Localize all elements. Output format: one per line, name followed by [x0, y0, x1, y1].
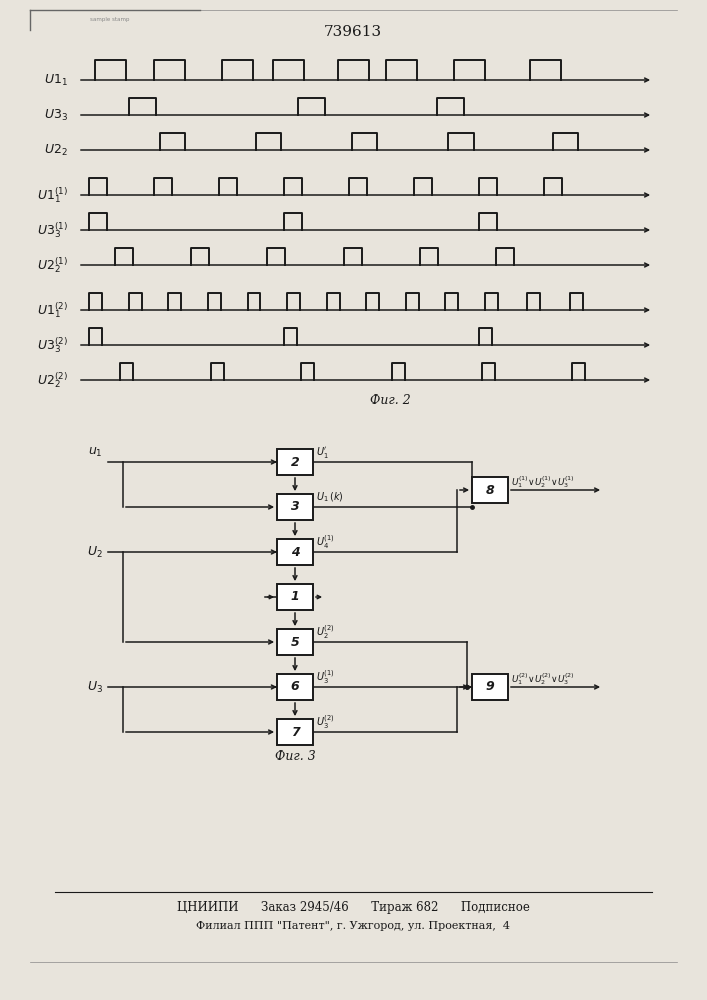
Text: Фиг. 3: Фиг. 3	[274, 750, 315, 764]
Text: 3: 3	[291, 500, 299, 514]
Text: 7: 7	[291, 726, 299, 738]
Text: $u_1$: $u_1$	[88, 446, 103, 459]
Text: Фиг. 2: Фиг. 2	[370, 393, 411, 406]
Text: 1: 1	[291, 590, 299, 603]
Text: $U3_3$: $U3_3$	[44, 107, 68, 123]
Text: $U2_2$: $U2_2$	[44, 142, 68, 158]
Text: $U_1^{(1)}{\vee}U_2^{(1)}{\vee}U_3^{(1)}$: $U_1^{(1)}{\vee}U_2^{(1)}{\vee}U_3^{(1)}…	[511, 474, 575, 490]
FancyBboxPatch shape	[277, 584, 313, 610]
FancyBboxPatch shape	[277, 719, 313, 745]
Text: $U_3^{(1)}$: $U_3^{(1)}$	[316, 668, 335, 686]
Text: $U_2$: $U_2$	[87, 544, 103, 560]
Text: $U_1^{\prime}$: $U_1^{\prime}$	[316, 444, 329, 460]
Text: 5: 5	[291, 636, 299, 648]
Text: $U1_1^{(2)}$: $U1_1^{(2)}$	[37, 300, 68, 320]
FancyBboxPatch shape	[472, 477, 508, 503]
Text: 739613: 739613	[324, 25, 382, 39]
Text: $U_1\,(k)$: $U_1\,(k)$	[316, 490, 344, 504]
FancyBboxPatch shape	[277, 494, 313, 520]
Text: 4: 4	[291, 546, 299, 558]
Text: $U_4^{(1)}$: $U_4^{(1)}$	[316, 533, 335, 551]
Text: Филиал ППП "Патент", г. Ужгород, ул. Проектная,  4: Филиал ППП "Патент", г. Ужгород, ул. Про…	[196, 921, 510, 931]
Text: $U_3$: $U_3$	[87, 679, 103, 695]
Text: $U1_1$: $U1_1$	[44, 72, 68, 88]
Text: 6: 6	[291, 680, 299, 694]
Text: sample stamp: sample stamp	[90, 17, 130, 22]
Text: 8: 8	[486, 484, 494, 496]
FancyBboxPatch shape	[277, 539, 313, 565]
FancyBboxPatch shape	[277, 629, 313, 655]
Text: $U_1^{(2)}{\vee}U_2^{(2)}{\vee}U_3^{(2)}$: $U_1^{(2)}{\vee}U_2^{(2)}{\vee}U_3^{(2)}…	[511, 671, 575, 687]
Text: $U_3^{(2)}$: $U_3^{(2)}$	[316, 713, 335, 731]
Text: $U2_2^{(1)}$: $U2_2^{(1)}$	[37, 255, 68, 275]
Text: $U3_3^{(1)}$: $U3_3^{(1)}$	[37, 220, 68, 240]
Text: $U_2^{(2)}$: $U_2^{(2)}$	[316, 623, 335, 641]
FancyBboxPatch shape	[472, 674, 508, 700]
Text: 2: 2	[291, 456, 299, 468]
Text: $U2_2^{(2)}$: $U2_2^{(2)}$	[37, 370, 68, 390]
Text: ЦНИИПИ      Заказ 2945/46      Тираж 682      Подписное: ЦНИИПИ Заказ 2945/46 Тираж 682 Подписное	[177, 902, 530, 914]
Text: $U3_3^{(2)}$: $U3_3^{(2)}$	[37, 335, 68, 355]
Text: $U1_1^{(1)}$: $U1_1^{(1)}$	[37, 185, 68, 205]
FancyBboxPatch shape	[277, 674, 313, 700]
FancyBboxPatch shape	[277, 449, 313, 475]
Text: 9: 9	[486, 680, 494, 694]
